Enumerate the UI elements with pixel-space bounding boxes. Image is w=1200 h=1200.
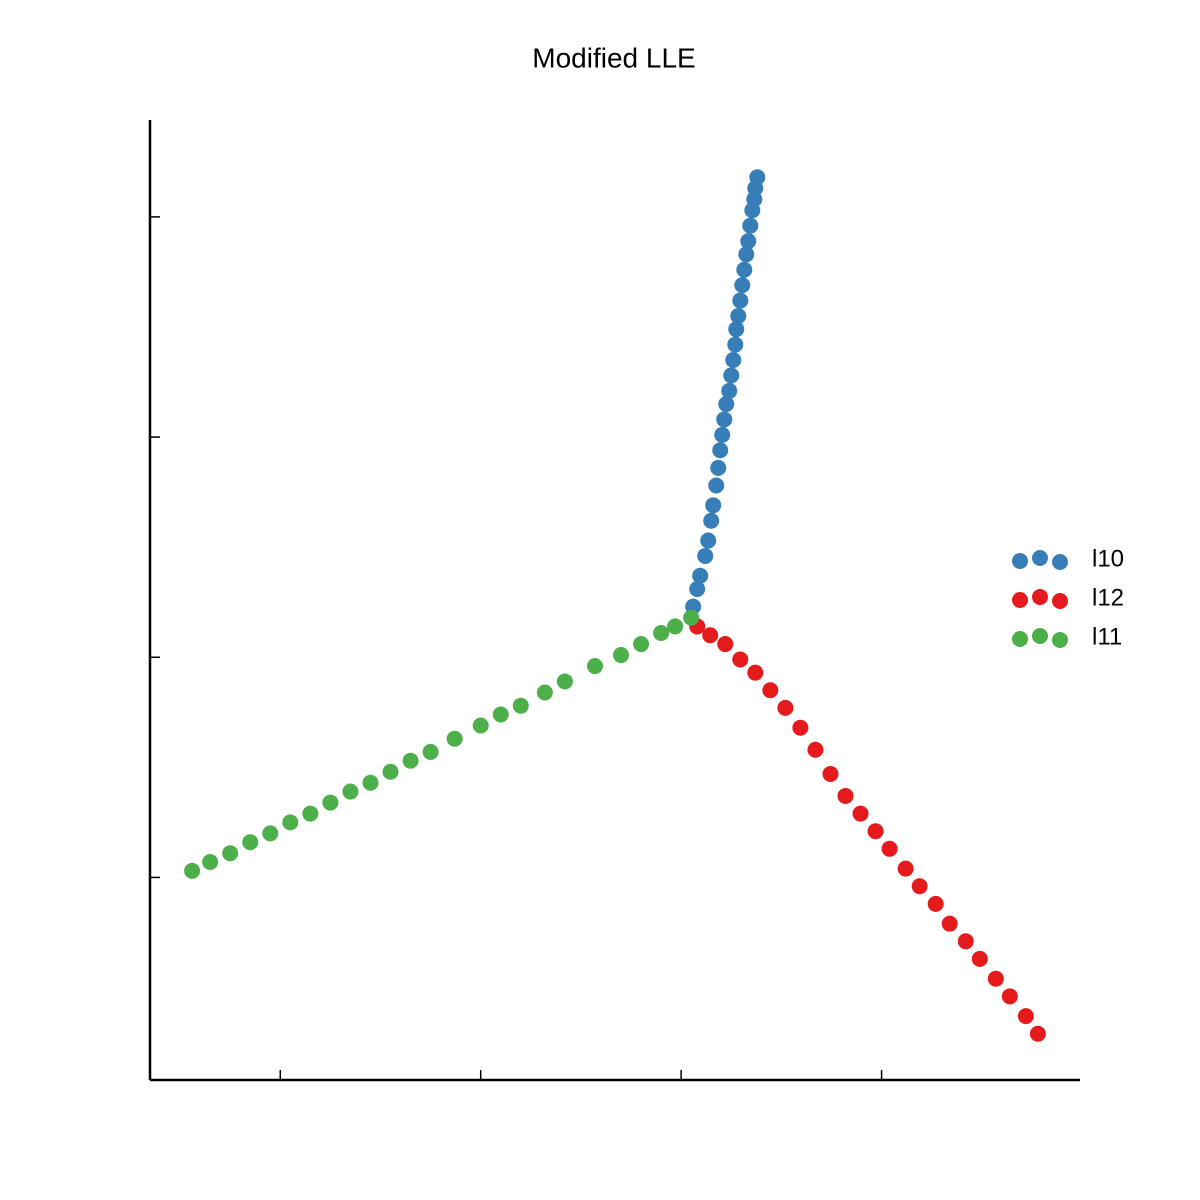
point xyxy=(911,878,928,895)
point xyxy=(747,664,764,681)
legend-marker xyxy=(1032,628,1048,644)
point xyxy=(446,730,463,747)
point xyxy=(881,840,898,857)
point xyxy=(422,743,439,760)
point xyxy=(725,352,742,368)
point xyxy=(716,411,733,428)
point xyxy=(472,717,489,734)
point xyxy=(184,862,201,879)
point xyxy=(683,609,700,626)
point xyxy=(822,765,839,782)
point xyxy=(867,823,884,840)
point xyxy=(697,547,714,564)
point xyxy=(749,169,766,186)
legend-marker xyxy=(1012,592,1028,608)
point xyxy=(703,512,720,529)
point xyxy=(734,277,751,294)
point xyxy=(718,396,735,413)
point xyxy=(586,658,603,675)
point xyxy=(692,567,709,584)
point xyxy=(941,915,958,932)
legend-label: l10 xyxy=(1092,545,1124,572)
point xyxy=(728,321,745,338)
point xyxy=(777,699,794,716)
point xyxy=(712,442,729,459)
point xyxy=(653,625,670,642)
chart-title: Modified LLE xyxy=(532,42,695,73)
point xyxy=(700,532,717,549)
point xyxy=(738,246,755,263)
legend-marker xyxy=(1032,589,1048,605)
point xyxy=(732,651,749,668)
point xyxy=(708,477,725,494)
point xyxy=(382,763,399,780)
point xyxy=(732,292,749,309)
point xyxy=(957,933,974,950)
legend-marker xyxy=(1052,554,1068,570)
point xyxy=(262,825,279,842)
point xyxy=(736,261,753,278)
point xyxy=(852,805,869,822)
point xyxy=(342,783,359,800)
legend-label: l11 xyxy=(1092,623,1122,650)
point xyxy=(792,719,809,736)
point xyxy=(322,794,339,811)
point xyxy=(302,805,319,822)
legend-marker xyxy=(1052,593,1068,609)
point xyxy=(762,682,779,699)
point xyxy=(927,895,944,912)
point xyxy=(730,307,747,324)
point xyxy=(282,814,299,831)
point xyxy=(613,647,630,664)
legend-marker xyxy=(1012,553,1028,569)
point xyxy=(837,787,854,804)
point xyxy=(710,459,727,476)
point xyxy=(556,673,573,690)
point xyxy=(807,741,824,758)
legend-label: l12 xyxy=(1092,584,1124,611)
point xyxy=(727,336,744,353)
point xyxy=(222,845,239,862)
point xyxy=(492,706,509,723)
point xyxy=(667,618,684,635)
point xyxy=(1001,988,1018,1005)
point xyxy=(714,426,731,443)
legend-marker xyxy=(1052,632,1068,648)
point xyxy=(512,697,529,714)
point xyxy=(742,217,759,234)
point xyxy=(362,774,379,791)
point xyxy=(1029,1025,1046,1042)
legend-marker xyxy=(1032,550,1048,566)
point xyxy=(702,627,719,644)
point xyxy=(987,970,1004,987)
point xyxy=(971,950,988,967)
point xyxy=(740,233,757,250)
point xyxy=(717,636,734,653)
point xyxy=(705,497,722,514)
point xyxy=(1017,1008,1034,1025)
point xyxy=(536,684,553,701)
point xyxy=(242,834,259,851)
point xyxy=(202,854,219,871)
point xyxy=(723,367,740,384)
point xyxy=(897,860,914,877)
legend-marker xyxy=(1012,631,1028,647)
point xyxy=(689,580,706,597)
point xyxy=(721,382,738,399)
point xyxy=(402,752,419,769)
point xyxy=(633,636,650,653)
